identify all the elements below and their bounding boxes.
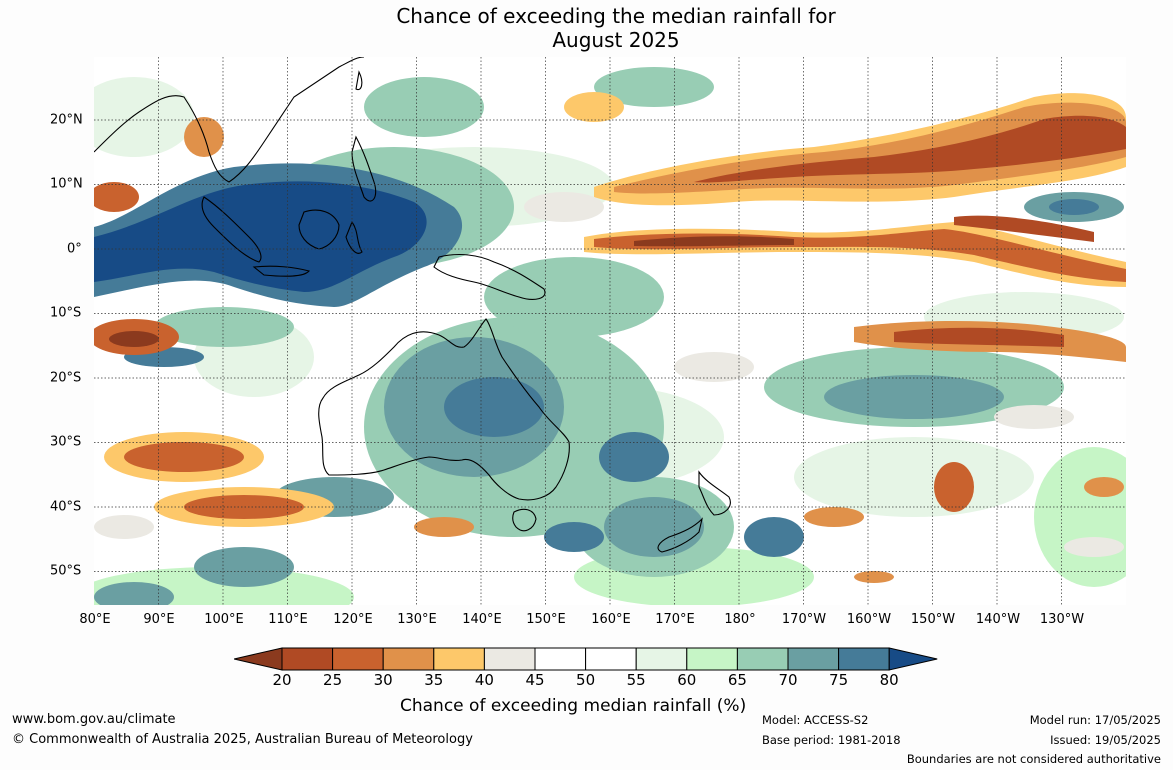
x-tick-180: 180°	[724, 612, 756, 627]
borneo-coast	[298, 209, 340, 250]
colorbar	[234, 647, 938, 671]
tasmania-coast	[512, 508, 537, 532]
x-tick-130w: 130°W	[1039, 612, 1085, 627]
map-title: Chance of exceeding the median rainfall …	[0, 4, 1173, 52]
y-tick-30s: 30°S	[50, 434, 82, 450]
boundaries-disclaimer: Boundaries are not considered authoritat…	[906, 752, 1161, 766]
colorbar-tick-label: 35	[424, 671, 444, 689]
colorbar-tick-label: 55	[626, 671, 646, 689]
colorbar-segment	[585, 647, 637, 671]
colorbar-segment	[838, 647, 890, 671]
title-line-1: Chance of exceeding the median rainfall …	[396, 4, 836, 28]
colorbar-segment	[433, 647, 485, 671]
x-tick-130e: 130°E	[397, 612, 437, 627]
java-coast	[252, 265, 310, 277]
y-tick-50s: 50°S	[50, 563, 82, 579]
philippines-coast	[351, 135, 377, 202]
neutral-areas	[94, 192, 1124, 557]
colorbar-tick-label: 20	[272, 671, 292, 689]
new-zealand-north	[698, 470, 731, 516]
x-tick-170w: 170°W	[781, 612, 827, 627]
australia-coast	[318, 318, 570, 501]
colorbar-tick-label: 75	[829, 671, 849, 689]
issued-label: Issued: 19/05/2025	[1050, 733, 1161, 747]
x-tick-90e: 90°E	[143, 612, 175, 627]
new-guinea-coast	[433, 253, 546, 300]
model-label: Model: ACCESS-S2	[762, 713, 869, 727]
colorbar-tick-label: 40	[474, 671, 494, 689]
colorbar-extend-low	[234, 647, 283, 671]
x-tick-110e: 110°E	[268, 612, 308, 627]
asia-coast	[94, 57, 365, 183]
model-run-label: Model run: 17/05/2025	[1029, 713, 1161, 727]
x-tick-170e: 170°E	[655, 612, 695, 627]
copyright-text: © Commonwealth of Australia 2025, Austra…	[12, 732, 473, 747]
colorbar-segment	[281, 647, 334, 671]
colorbar-segments	[234, 647, 938, 671]
x-tick-150w: 150°W	[910, 612, 956, 627]
rainfall-map	[94, 57, 1126, 605]
y-tick-40s: 40°S	[50, 499, 82, 515]
x-tick-140w: 140°W	[975, 612, 1021, 627]
colorbar-segment	[382, 647, 435, 671]
colorbar-tick-label: 65	[727, 671, 747, 689]
y-tick-0: 0°	[67, 241, 82, 257]
title-line-2: August 2025	[552, 28, 680, 52]
x-tick-120e: 120°E	[333, 612, 373, 627]
sulawesi-coast	[345, 220, 363, 254]
colorbar-segment	[635, 647, 688, 671]
colorbar-segment	[686, 647, 738, 671]
colorbar-extend-high	[888, 647, 938, 671]
colorbar-tick-label: 30	[373, 671, 393, 689]
colorbar-title: Chance of exceeding median rainfall (%)	[400, 696, 747, 716]
y-tick-10s: 10°S	[50, 305, 82, 321]
base-period-label: Base period: 1981-2018	[762, 733, 901, 747]
colorbar-tick-label: 70	[778, 671, 798, 689]
colorbar-segment	[736, 647, 789, 671]
colorbar-tick-label: 50	[576, 671, 596, 689]
y-tick-20n: 20°N	[50, 112, 83, 128]
x-tick-150e: 150°E	[526, 612, 566, 627]
colorbar-tick-label: 45	[525, 671, 545, 689]
colorbar-segment	[534, 647, 587, 671]
x-tick-160e: 160°E	[591, 612, 631, 627]
colorbar-tick-label: 25	[323, 671, 343, 689]
colorbar-segment	[787, 647, 840, 671]
y-tick-20s: 20°S	[50, 370, 82, 386]
new-zealand-south	[657, 517, 703, 553]
gridlines	[94, 57, 1126, 605]
taiwan-coast	[355, 70, 363, 91]
coastlines	[94, 57, 731, 553]
x-tick-100e: 100°E	[204, 612, 244, 627]
colorbar-tick-label: 80	[879, 671, 899, 689]
y-tick-10n: 10°N	[50, 176, 83, 192]
colorbar-segment	[332, 647, 384, 671]
dry-areas	[94, 92, 1126, 583]
website-link[interactable]: www.bom.gov.au/climate	[12, 712, 176, 727]
colorbar-tick-label: 60	[677, 671, 697, 689]
colorbar-segment	[483, 647, 536, 671]
sumatra-coast	[201, 196, 262, 263]
dark-blue-area	[94, 163, 463, 307]
x-tick-80e: 80°E	[79, 612, 111, 627]
x-tick-140e: 140°E	[462, 612, 502, 627]
x-tick-160w: 160°W	[846, 612, 892, 627]
